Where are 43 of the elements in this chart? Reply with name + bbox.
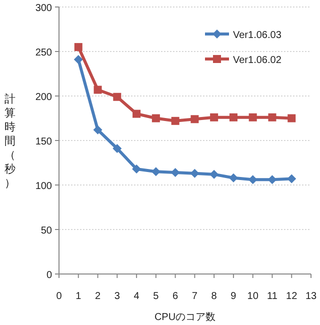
point: [229, 113, 238, 122]
x-axis-title: CPUのコア数: [154, 312, 216, 323]
x-tick-label: 4: [134, 291, 140, 302]
legend-label: Ver1.06.03: [233, 30, 282, 41]
point: [228, 173, 238, 182]
y-tick-label: 100: [35, 181, 52, 192]
y-tick-label: 0: [46, 270, 52, 281]
x-tick-label: 3: [114, 291, 120, 302]
x-tick-label: 7: [192, 291, 198, 302]
y-tick-label: 250: [35, 48, 52, 58]
x-tick-label: 13: [305, 291, 317, 302]
x-tick-label: 8: [211, 291, 218, 302]
point: [210, 113, 218, 122]
point: [288, 114, 296, 122]
point: [93, 125, 102, 134]
point: [248, 113, 257, 122]
x-tick-label: 9: [230, 291, 237, 302]
x-tick-label: 0: [56, 291, 62, 302]
point: [74, 55, 83, 64]
point: [152, 114, 160, 122]
point: [210, 170, 219, 179]
x-tick-label: 5: [153, 291, 160, 302]
point: [112, 144, 122, 154]
y-tick-label: 150: [35, 136, 52, 148]
point: [113, 92, 122, 101]
point: [268, 113, 276, 122]
x-tick-label: 6: [172, 291, 179, 302]
y-tick-label: 50: [40, 226, 52, 236]
x-tick-label: 1: [76, 291, 82, 302]
x-tick-label: 11: [267, 291, 278, 302]
y-tick-label: 200: [35, 92, 52, 103]
point: [151, 167, 160, 176]
point: [94, 86, 102, 94]
x-tick-label: 2: [94, 291, 101, 302]
point: [74, 43, 82, 52]
point: [171, 116, 180, 125]
x-tick-label: 10: [247, 291, 259, 302]
point: [190, 115, 199, 124]
y-tick-label: 300: [35, 3, 52, 14]
x-tick-label: 12: [286, 291, 298, 302]
legend-label: Ver1.06.02: [233, 55, 282, 66]
y-axis-title: 計算時間（秒）: [4, 92, 16, 190]
point: [132, 110, 141, 118]
